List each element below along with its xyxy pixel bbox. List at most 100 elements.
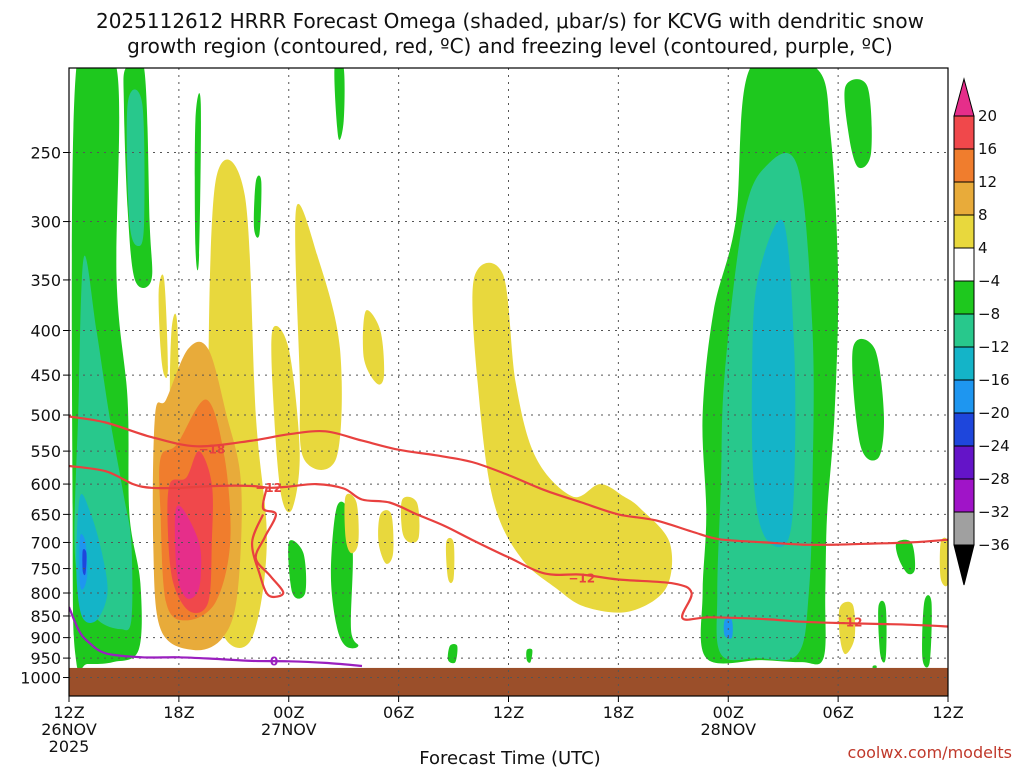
omega-region-18	[878, 600, 887, 663]
colorbar-swatch-11	[953, 445, 975, 480]
colorbar-label-4: 4	[978, 239, 988, 257]
colorbar-cap-bottom	[953, 544, 975, 586]
x-tick-label-0-1: 26NOV	[41, 720, 97, 739]
omega-region-27	[271, 325, 300, 513]
colorbar-label-2: 12	[978, 173, 997, 191]
colorbar-swatch-4	[953, 214, 975, 249]
colorbar-swatch-5	[953, 247, 975, 282]
colorbar-label-10: −24	[978, 437, 1010, 455]
omega-region-8	[253, 175, 262, 238]
colorbar-label-6: −8	[978, 305, 1000, 323]
colorbar-label-11: −28	[978, 470, 1010, 488]
chart-title-line-1: 2025112612 HRRR Forecast Omega (shaded, …	[96, 9, 924, 33]
y-tick-label-850: 850	[30, 607, 61, 626]
y-tick-label-450: 450	[30, 366, 61, 385]
y-tick-label-700: 700	[30, 533, 61, 552]
x-tick-label-42-0: 06Z	[822, 703, 853, 722]
omega-region-31	[378, 510, 394, 564]
y-tick-label-750: 750	[30, 560, 61, 579]
x-tick-label-6-0: 18Z	[163, 703, 194, 722]
colorbar-label-7: −12	[978, 338, 1010, 356]
contour-label-2: −12	[568, 572, 595, 586]
y-tick-label-350: 350	[30, 271, 61, 290]
omega-region-36	[939, 537, 948, 587]
y-axis: 250 300 350 400 450 500 550 600 650 700 750 800 850 9…	[20, 144, 69, 688]
omega-region-4	[76, 493, 108, 623]
contour-label-4: 0	[270, 654, 278, 668]
omega-region-34	[472, 262, 673, 613]
x-axis-label: Forecast Time (UTC)	[419, 748, 600, 768]
x-tick-label-0-0: 12Z	[53, 703, 84, 722]
colorbar-label-12: −32	[978, 503, 1010, 521]
contour-line-0	[69, 415, 948, 546]
colorbar-label-3: 8	[978, 206, 988, 224]
contour-label-0: −18	[198, 443, 225, 457]
contour-label-1: −12	[255, 481, 282, 495]
colorbar-swatch-13	[953, 511, 975, 546]
omega-region-17	[895, 539, 916, 575]
omega-region-13	[526, 648, 533, 663]
omega-region-9	[334, 68, 345, 140]
omega-region-32	[400, 496, 420, 543]
contour-line-1	[69, 464, 948, 628]
y-tick-label-800: 800	[30, 584, 61, 603]
contour-line-lobe	[250, 487, 285, 598]
contour-line-4	[69, 606, 363, 668]
omega-region-29	[344, 493, 359, 554]
x-tick-label-48-0: 12Z	[932, 703, 963, 722]
omega-region-10	[288, 540, 307, 599]
omega-region-40	[174, 505, 202, 599]
y-tick-label-1000: 1000	[20, 669, 61, 688]
colorbar-cap-top	[953, 77, 975, 117]
y-tick-label-550: 550	[30, 442, 61, 461]
y-tick-label-600: 600	[30, 475, 61, 494]
omega-region-33	[445, 537, 455, 584]
x-tick-label-36-1: 28NOV	[700, 720, 756, 739]
omega-region-16	[852, 338, 885, 461]
colorbar-label-0: 20	[978, 107, 997, 125]
y-tick-label-300: 300	[30, 213, 61, 232]
colorbar-swatch-12	[953, 478, 975, 513]
y-tick-label-650: 650	[30, 505, 61, 524]
colorbar-label-5: −4	[978, 272, 1000, 290]
x-tick-label-18-0: 06Z	[383, 703, 414, 722]
x-tick-label-30-0: 18Z	[603, 703, 634, 722]
colorbar-label-8: −16	[978, 371, 1010, 389]
omega-region-12	[447, 644, 458, 664]
x-tick-label-24-0: 12Z	[493, 703, 524, 722]
y-tick-label-250: 250	[30, 144, 61, 163]
y-tick-label-900: 900	[30, 629, 61, 648]
x-tick-label-12-1: 27NOV	[261, 720, 317, 739]
colorbar-swatch-6	[953, 280, 975, 315]
colorbar-swatch-1	[953, 115, 975, 150]
colorbar-legend: 20 16 12 8 4 −4 −8 −12 −16 −20 −24 −28 −32 −36	[953, 77, 1010, 586]
colorbar-swatch-2	[953, 148, 975, 183]
omega-region-22	[751, 219, 796, 548]
colorbar-swatch-7	[953, 313, 975, 348]
y-tick-label-500: 500	[30, 406, 61, 425]
omega-region-19	[922, 595, 932, 668]
x-tick-label-36-0: 00Z	[713, 703, 744, 722]
omega-region-25	[158, 274, 168, 378]
x-tick-label-0-2: 2025	[49, 737, 90, 756]
credit-text: coolwx.com/modelts	[848, 743, 1012, 762]
omega-region-7	[194, 93, 201, 271]
colorbar-swatch-3	[953, 181, 975, 216]
omega-region-30	[362, 310, 385, 385]
omega-region-2	[126, 89, 145, 247]
colorbar-swatch-10	[953, 412, 975, 447]
colorbar-label-9: −20	[978, 404, 1010, 422]
y-tick-label-400: 400	[30, 322, 61, 341]
colorbar-label-1: 16	[978, 140, 997, 158]
colorbar-swatch-8	[953, 346, 975, 381]
temperature-contours: −18 −12 −12 −12 0	[69, 415, 948, 668]
x-tick-label-12-0: 00Z	[273, 703, 304, 722]
y-tick-label-950: 950	[30, 649, 61, 668]
omega-region-28	[295, 203, 342, 470]
omega-region-15	[844, 79, 872, 169]
contour-label-3: −12	[836, 616, 863, 630]
plot-area	[69, 68, 948, 696]
chart-title-line-2: growth region (contoured, red, ºC) and f…	[127, 34, 893, 58]
